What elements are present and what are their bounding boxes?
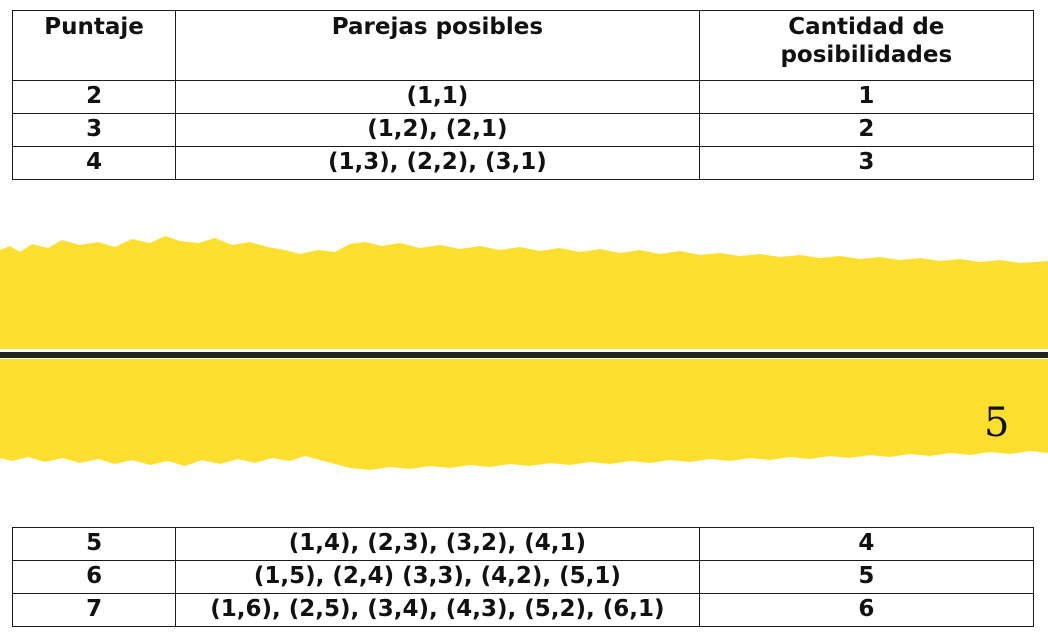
header-cantidad-line1: Cantidad de	[788, 14, 945, 40]
cell-parejas: (1,4), (2,3), (3,2), (4,1)	[175, 527, 700, 561]
page-break-band	[0, 236, 1048, 470]
table-row: 3 (1,2), (2,1) 2	[11, 113, 1035, 147]
cell-cantidad: 3	[698, 146, 1035, 180]
scores-table-top: Puntaje Parejas posibles Cantidad de pos…	[11, 10, 1035, 180]
section-divider-line	[0, 352, 1048, 358]
table-row: 5 (1,4), (2,3), (3,2), (4,1) 4	[11, 527, 1035, 561]
table-row: 2 (1,1) 1	[11, 80, 1035, 114]
cell-parejas: (1,2), (2,1)	[175, 113, 700, 147]
table-row: 4 (1,3), (2,2), (3,1) 3	[11, 146, 1035, 180]
cell-parejas: (1,5), (2,4) (3,3), (4,2), (5,1)	[175, 560, 700, 594]
yellow-brush-bottom	[0, 359, 1048, 470]
cell-cantidad: 2	[698, 113, 1035, 147]
header-puntaje: Puntaje	[11, 10, 177, 81]
header-parejas: Parejas posibles	[175, 10, 700, 81]
cell-puntaje: 5	[11, 527, 177, 561]
cell-parejas: (1,1)	[175, 80, 700, 114]
cell-puntaje: 2	[11, 80, 177, 114]
scores-table-bottom: 5 (1,4), (2,3), (3,2), (4,1) 4 6 (1,5), …	[11, 527, 1035, 627]
table-row: 6 (1,5), (2,4) (3,3), (4,2), (5,1) 5	[11, 560, 1035, 594]
yellow-brush-top	[0, 236, 1048, 349]
cell-parejas: (1,6), (2,5), (3,4), (4,3), (5,2), (6,1)	[175, 593, 700, 627]
cell-parejas: (1,3), (2,2), (3,1)	[175, 146, 700, 180]
cell-cantidad: 5	[698, 560, 1035, 594]
table-row: 7 (1,6), (2,5), (3,4), (4,3), (5,2), (6,…	[11, 593, 1035, 627]
cell-cantidad: 1	[698, 80, 1035, 114]
header-cantidad: Cantidad de posibilidades	[698, 10, 1035, 81]
cell-puntaje: 4	[11, 146, 177, 180]
cell-cantidad: 6	[698, 593, 1035, 627]
cell-puntaje: 6	[11, 560, 177, 594]
header-row: Puntaje Parejas posibles Cantidad de pos…	[11, 10, 1035, 81]
cell-puntaje: 3	[11, 113, 177, 147]
header-cantidad-line2: posibilidades	[780, 41, 953, 68]
cell-puntaje: 7	[11, 593, 177, 627]
page-number: 5	[984, 400, 1010, 446]
cell-cantidad: 4	[698, 527, 1035, 561]
